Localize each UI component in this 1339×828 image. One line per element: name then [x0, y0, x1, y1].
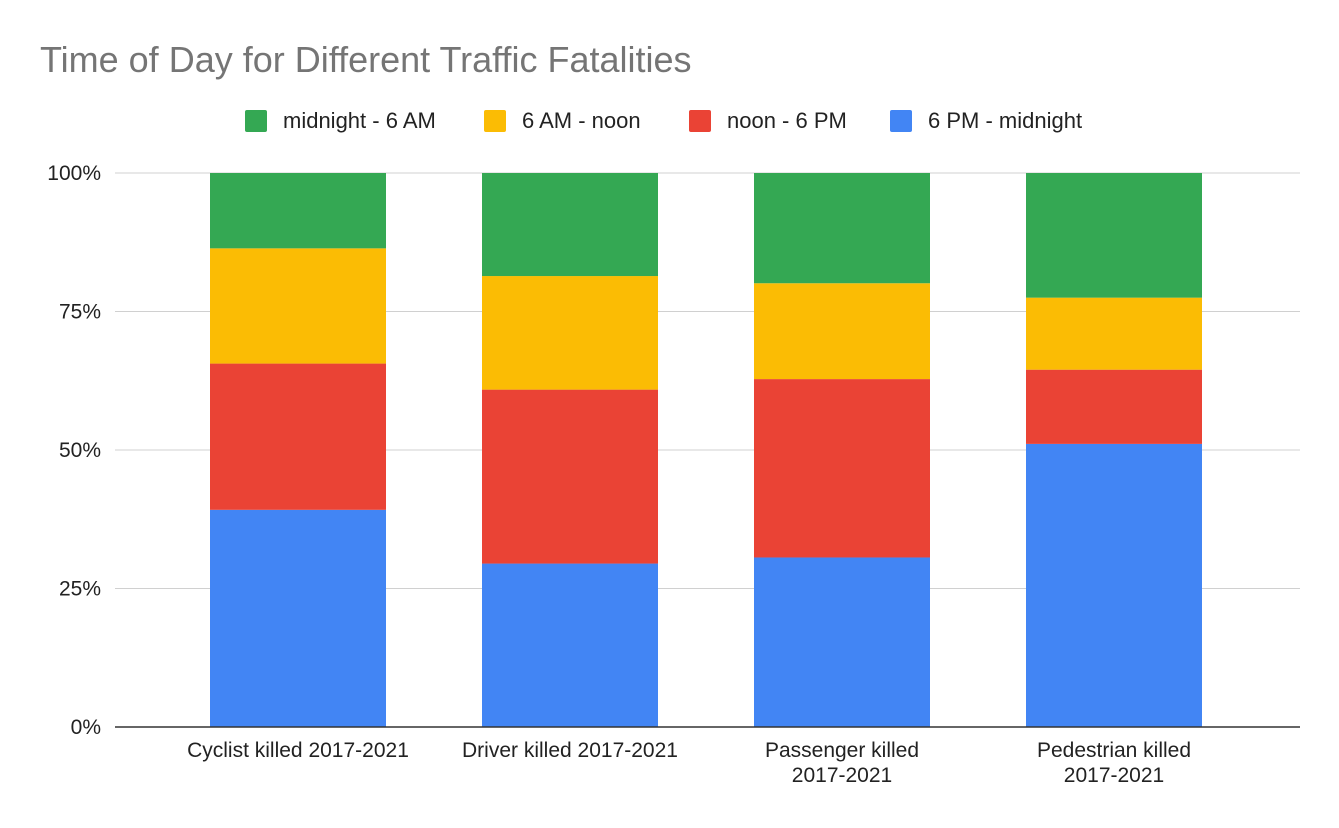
bar-segment — [482, 276, 658, 390]
chart-title: Time of Day for Different Traffic Fatali… — [40, 39, 692, 80]
x-tick-label: Driver killed 2017-2021 — [462, 739, 678, 762]
legend-label: 6 AM - noon — [522, 108, 641, 133]
y-tick-label: 100% — [47, 162, 101, 185]
y-tick-label: 50% — [59, 439, 101, 462]
bar-segment — [210, 173, 386, 249]
bar-segment — [1026, 173, 1202, 298]
bar-segment — [754, 557, 930, 727]
x-axis-labels: Cyclist killed 2017-2021 Driver killed 20… — [187, 739, 1191, 787]
y-tick-label: 25% — [59, 578, 101, 601]
x-tick-label: Passenger killed — [765, 739, 919, 762]
x-tick-label: 2017-2021 — [792, 764, 892, 787]
legend-label: midnight - 6 AM — [283, 108, 436, 133]
y-tick-label: 75% — [59, 301, 101, 324]
legend-swatch — [245, 110, 267, 132]
bars — [210, 173, 1202, 727]
y-tick-label: 0% — [71, 716, 101, 739]
bar-segment — [482, 173, 658, 277]
legend-swatch — [890, 110, 912, 132]
y-axis-ticks: 0% 25% 50% 75% 100% — [47, 162, 101, 739]
bar-segment — [210, 248, 386, 364]
bar-segment — [1026, 297, 1202, 370]
bar-segment — [1026, 443, 1202, 727]
legend: midnight - 6 AM 6 AM - noon noon - 6 PM 6 P… — [245, 108, 1082, 133]
x-tick-label: 2017-2021 — [1064, 764, 1164, 787]
legend-label: 6 PM - midnight — [928, 108, 1082, 133]
bar-segment — [482, 389, 658, 564]
bar-segment — [210, 363, 386, 510]
x-tick-label: Pedestrian killed — [1037, 739, 1191, 762]
legend-label: noon - 6 PM — [727, 108, 847, 133]
bar-segment — [754, 173, 930, 284]
bar-segment — [754, 379, 930, 558]
bar-segment — [482, 563, 658, 727]
bar-segment — [210, 509, 386, 727]
bar-segment — [1026, 369, 1202, 444]
legend-swatch — [689, 110, 711, 132]
x-tick-label: Cyclist killed 2017-2021 — [187, 739, 409, 762]
bar-segment — [754, 283, 930, 380]
legend-swatch — [484, 110, 506, 132]
